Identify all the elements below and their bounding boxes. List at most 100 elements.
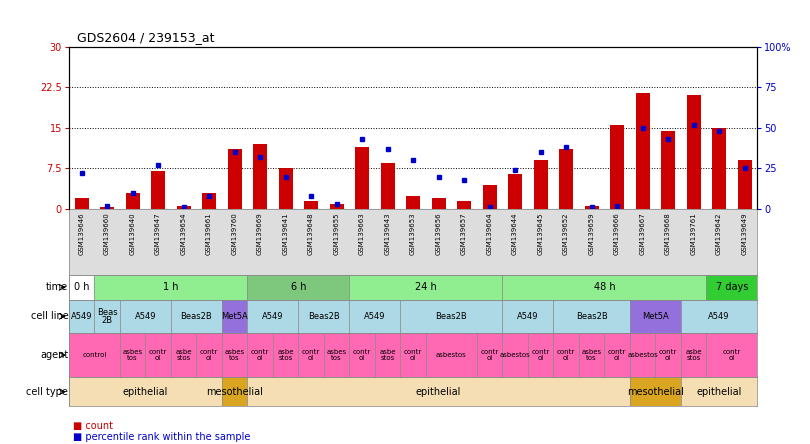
Text: ■ count: ■ count <box>73 420 113 431</box>
Text: GSM139644: GSM139644 <box>512 212 518 255</box>
Bar <box>126 193 139 209</box>
Bar <box>610 125 625 209</box>
FancyBboxPatch shape <box>630 300 681 333</box>
Text: asbes
tos: asbes tos <box>224 349 245 361</box>
FancyBboxPatch shape <box>222 333 247 377</box>
Text: GSM139661: GSM139661 <box>206 212 212 255</box>
Text: contr
ol: contr ol <box>480 349 499 361</box>
Text: GSM139653: GSM139653 <box>410 212 416 255</box>
Text: contr
ol: contr ol <box>353 349 371 361</box>
Bar <box>279 168 292 209</box>
Text: asbe
stos: asbe stos <box>175 349 192 361</box>
Text: GSM139654: GSM139654 <box>181 212 186 255</box>
Text: GSM139649: GSM139649 <box>742 212 748 255</box>
FancyBboxPatch shape <box>273 333 298 377</box>
Bar <box>508 174 522 209</box>
Text: epithelial: epithelial <box>122 387 168 397</box>
Bar <box>100 207 114 209</box>
FancyBboxPatch shape <box>579 333 604 377</box>
FancyBboxPatch shape <box>502 275 706 300</box>
FancyBboxPatch shape <box>298 300 349 333</box>
FancyBboxPatch shape <box>400 300 502 333</box>
FancyBboxPatch shape <box>349 275 502 300</box>
FancyBboxPatch shape <box>349 333 375 377</box>
FancyBboxPatch shape <box>171 333 196 377</box>
Text: asbestos: asbestos <box>627 352 658 358</box>
FancyBboxPatch shape <box>298 333 324 377</box>
Bar <box>330 204 343 209</box>
Bar <box>559 150 573 209</box>
FancyBboxPatch shape <box>69 333 120 377</box>
Text: asbestos: asbestos <box>436 352 467 358</box>
FancyBboxPatch shape <box>681 300 757 333</box>
Text: GSM139669: GSM139669 <box>257 212 263 255</box>
Text: contr
ol: contr ol <box>659 349 677 361</box>
Text: GSM139664: GSM139664 <box>487 212 492 255</box>
Bar <box>355 147 369 209</box>
Text: asbe
stos: asbe stos <box>685 349 701 361</box>
Text: contr
ol: contr ol <box>608 349 626 361</box>
FancyBboxPatch shape <box>502 300 553 333</box>
Text: time: time <box>46 282 68 292</box>
Text: A549: A549 <box>134 312 156 321</box>
FancyBboxPatch shape <box>247 300 298 333</box>
Text: GSM139668: GSM139668 <box>665 212 671 255</box>
Bar <box>202 193 216 209</box>
Text: A549: A549 <box>364 312 386 321</box>
Text: contr
ol: contr ol <box>149 349 167 361</box>
FancyBboxPatch shape <box>502 333 528 377</box>
Bar <box>406 195 420 209</box>
Text: Met5A: Met5A <box>642 312 669 321</box>
Text: 7 days: 7 days <box>716 282 748 292</box>
FancyBboxPatch shape <box>706 333 757 377</box>
FancyBboxPatch shape <box>222 377 247 406</box>
Bar <box>457 201 471 209</box>
Text: asbes
tos: asbes tos <box>326 349 347 361</box>
Text: cell line: cell line <box>31 311 68 321</box>
Text: GSM139648: GSM139648 <box>308 212 314 255</box>
FancyBboxPatch shape <box>247 377 630 406</box>
FancyBboxPatch shape <box>400 333 426 377</box>
FancyBboxPatch shape <box>706 275 757 300</box>
Text: 0 h: 0 h <box>74 282 89 292</box>
Text: cell type: cell type <box>27 387 68 397</box>
Text: 24 h: 24 h <box>415 282 437 292</box>
Text: agent: agent <box>40 350 68 360</box>
Bar <box>534 160 548 209</box>
Bar <box>585 206 599 209</box>
Bar <box>228 150 241 209</box>
Bar <box>712 128 726 209</box>
Bar <box>381 163 394 209</box>
FancyBboxPatch shape <box>553 333 579 377</box>
Text: GSM139761: GSM139761 <box>691 212 697 255</box>
Text: ■ percentile rank within the sample: ■ percentile rank within the sample <box>73 432 250 442</box>
Text: epithelial: epithelial <box>697 387 742 397</box>
FancyBboxPatch shape <box>477 333 502 377</box>
Text: GSM139655: GSM139655 <box>334 212 339 255</box>
Text: GSM139646: GSM139646 <box>79 212 84 255</box>
Text: GSM139659: GSM139659 <box>589 212 595 255</box>
Bar <box>636 93 650 209</box>
Text: A549: A549 <box>70 312 92 321</box>
Text: GDS2604 / 239153_at: GDS2604 / 239153_at <box>77 32 215 44</box>
FancyBboxPatch shape <box>247 333 273 377</box>
Text: contr
ol: contr ol <box>251 349 269 361</box>
FancyBboxPatch shape <box>120 333 145 377</box>
Bar <box>151 171 165 209</box>
Text: asbe
stos: asbe stos <box>379 349 396 361</box>
Text: GSM139663: GSM139663 <box>359 212 365 255</box>
FancyBboxPatch shape <box>69 377 222 406</box>
Text: GSM139643: GSM139643 <box>385 212 390 255</box>
FancyBboxPatch shape <box>655 333 681 377</box>
Text: asbes
tos: asbes tos <box>582 349 602 361</box>
Text: mesothelial: mesothelial <box>207 387 263 397</box>
Text: GSM139642: GSM139642 <box>716 212 722 255</box>
FancyBboxPatch shape <box>145 333 171 377</box>
Text: epithelial: epithelial <box>416 387 461 397</box>
Text: 6 h: 6 h <box>291 282 306 292</box>
Text: GSM139667: GSM139667 <box>640 212 646 255</box>
Text: asbe
stos: asbe stos <box>277 349 294 361</box>
Text: A549: A549 <box>517 312 539 321</box>
Text: contr
ol: contr ol <box>531 349 550 361</box>
Text: contr
ol: contr ol <box>302 349 320 361</box>
